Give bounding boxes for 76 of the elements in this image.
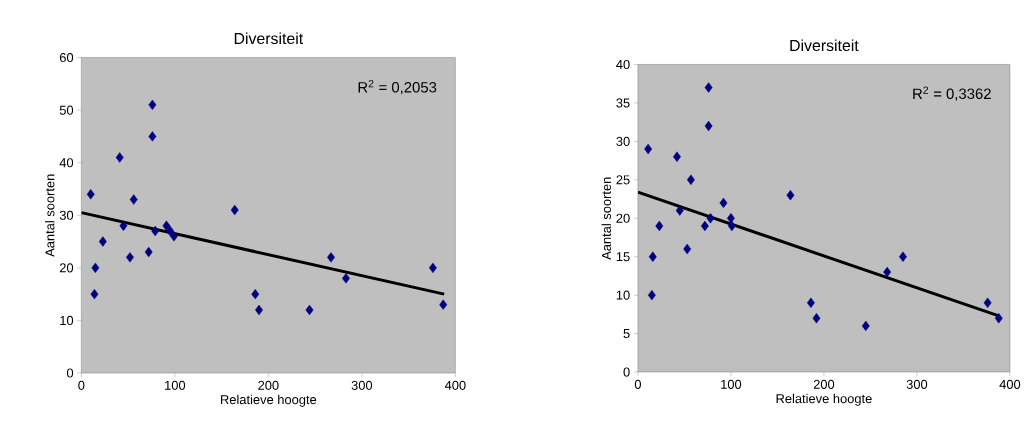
point bbox=[719, 197, 728, 208]
y-axis-title: Aantal soorten bbox=[601, 177, 611, 260]
point bbox=[148, 99, 157, 110]
point bbox=[727, 220, 736, 231]
point bbox=[673, 151, 681, 162]
annotation: R$^{2}$ = 0,2053 bbox=[358, 79, 437, 95]
y-tick-label: 0 bbox=[623, 367, 630, 377]
point bbox=[786, 189, 795, 201]
point bbox=[148, 131, 157, 142]
point bbox=[683, 243, 692, 254]
point bbox=[251, 288, 260, 300]
y-tick-label: 60 bbox=[59, 52, 74, 62]
point bbox=[648, 251, 657, 262]
point bbox=[166, 225, 175, 237]
x-axis-title: Relatieve hoogte bbox=[221, 394, 317, 407]
x-tick-label: 200 bbox=[258, 380, 279, 390]
point bbox=[700, 220, 709, 231]
x-tick-label: 100 bbox=[721, 379, 742, 389]
point bbox=[439, 299, 448, 310]
point bbox=[90, 288, 99, 300]
x-tick-label: 400 bbox=[999, 379, 1021, 389]
x-axis-title: Relatieve hoogte bbox=[776, 393, 872, 406]
y-tick-label: 0 bbox=[66, 368, 74, 378]
point bbox=[151, 225, 160, 237]
point bbox=[255, 304, 263, 315]
x-tick-label: 300 bbox=[351, 380, 373, 390]
point bbox=[91, 262, 100, 273]
y-tick-label: 40 bbox=[59, 157, 74, 168]
point bbox=[119, 220, 128, 231]
y-tick-label: 15 bbox=[616, 252, 630, 261]
point bbox=[342, 273, 350, 284]
y-tick-label: 35 bbox=[616, 98, 630, 108]
y-tick-label: 30 bbox=[59, 210, 74, 220]
point bbox=[675, 205, 684, 216]
x-tick-label: 0 bbox=[634, 379, 641, 389]
point bbox=[647, 289, 656, 301]
x-tick-label: 400 bbox=[444, 380, 466, 390]
point bbox=[704, 120, 713, 131]
point bbox=[687, 174, 695, 185]
y-tick-label: 10 bbox=[616, 290, 630, 300]
point bbox=[983, 297, 992, 308]
point bbox=[115, 152, 124, 163]
point bbox=[806, 297, 815, 308]
point bbox=[305, 304, 314, 315]
point bbox=[883, 266, 892, 278]
point bbox=[861, 320, 870, 331]
y-tick-label: 10 bbox=[60, 315, 74, 325]
y-tick-label: 25 bbox=[616, 175, 630, 185]
point bbox=[129, 194, 138, 205]
y-tick-label: 20 bbox=[616, 213, 630, 223]
y-tick-label: 30 bbox=[616, 136, 630, 146]
y-tick-label: 20 bbox=[59, 263, 74, 273]
x-tick-label: 200 bbox=[813, 379, 835, 389]
point bbox=[230, 204, 239, 215]
y-axis-title: Aantal soorten bbox=[44, 174, 55, 257]
point bbox=[144, 246, 153, 258]
y-tick-label: 5 bbox=[623, 328, 630, 338]
y-tick-label: 40 bbox=[616, 59, 630, 69]
point bbox=[644, 143, 653, 155]
point bbox=[812, 312, 821, 324]
point bbox=[429, 262, 437, 273]
annotation: R$^{2}$ = 0,3362 bbox=[913, 86, 991, 101]
point bbox=[704, 82, 713, 93]
point bbox=[86, 188, 95, 200]
x-tick-label: 300 bbox=[906, 379, 928, 389]
chart-title: Diversiteit bbox=[790, 39, 859, 51]
x-tick-label: 100 bbox=[165, 380, 186, 390]
x-tick-label: 0 bbox=[78, 380, 85, 390]
point bbox=[899, 251, 907, 262]
point bbox=[162, 220, 171, 231]
y-tick-label: 50 bbox=[59, 105, 74, 115]
point bbox=[98, 236, 107, 247]
point bbox=[706, 212, 715, 224]
point bbox=[994, 312, 1003, 324]
point bbox=[655, 220, 664, 231]
chart-title: Diversiteit bbox=[234, 32, 304, 44]
